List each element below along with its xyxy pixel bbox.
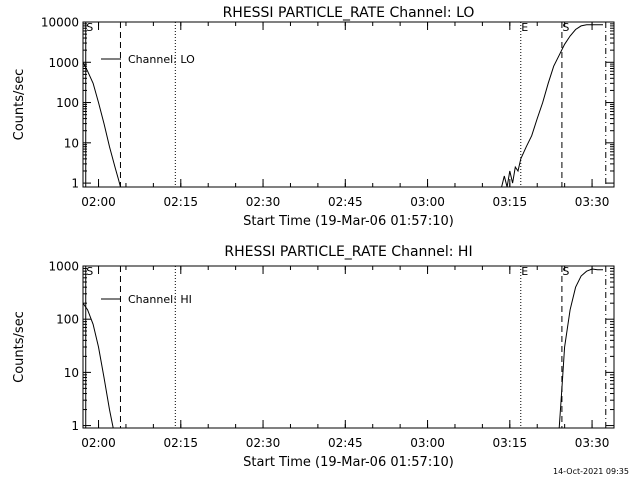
series-line: [82, 62, 121, 188]
y-tick-label: 10: [64, 136, 79, 150]
x-axis-label: Start Time (19-Mar-06 01:57:10): [243, 214, 454, 229]
legend-label: Channel: LO: [128, 53, 195, 66]
chart-panel-hi: RHESSI PARTICLE_RATE Channel: HI 02:00 02:…: [12, 244, 615, 470]
x-tick-label: 02:00: [81, 436, 116, 450]
y-axis-label: Counts/sec: [12, 69, 27, 141]
series-line: [82, 302, 114, 429]
event-marker-label: S: [86, 265, 93, 278]
x-tick-label: 02:45: [328, 436, 363, 450]
event-marker-label: S: [86, 21, 93, 34]
x-axis-label: Start Time (19-Mar-06 01:57:10): [243, 455, 454, 470]
chart-title: RHESSI PARTICLE_RATE Channel: HI: [224, 244, 472, 260]
event-marker-label: S: [562, 265, 569, 278]
x-tick-label: 03:00: [410, 195, 445, 209]
plot-frame: [82, 21, 615, 188]
y-tick-label: 10000: [41, 16, 79, 30]
event-marker-label: E: [521, 21, 528, 34]
x-tick-label: 03:15: [493, 195, 528, 209]
y-tick-label: 1: [71, 419, 79, 433]
event-marker-label: E: [521, 265, 528, 278]
chart-title: RHESSI PARTICLE_RATE Channel: LO: [223, 5, 475, 21]
x-tick-label: 02:30: [246, 195, 281, 209]
y-tick-label: 1000: [48, 260, 79, 274]
series-line: [558, 268, 603, 429]
x-tick-label: 02:00: [81, 195, 116, 209]
plot-frame: [82, 265, 615, 429]
y-tick-label: 100: [56, 96, 79, 110]
footer-timestamp: 14-Oct-2021 09:35: [553, 467, 629, 476]
x-tick-label: 02:15: [163, 195, 198, 209]
legend-label: Channel: HI: [128, 293, 192, 306]
x-tick-label: 03:30: [575, 436, 610, 450]
x-tick-label: 03:15: [493, 436, 528, 450]
x-tick-label: 02:45: [328, 195, 363, 209]
y-tick-label: 1: [71, 177, 79, 191]
event-marker-label: S: [562, 21, 569, 34]
y-tick-label: 100: [56, 313, 79, 327]
y-tick-label: 1000: [48, 56, 79, 70]
x-tick-label: 03:30: [575, 195, 610, 209]
x-tick-label: 03:00: [410, 436, 445, 450]
x-tick-label: 02:30: [246, 436, 281, 450]
y-tick-label: 10: [64, 366, 79, 380]
series-line: [501, 24, 603, 188]
x-tick-label: 02:15: [163, 436, 198, 450]
chart-panel-lo: RHESSI PARTICLE_RATE Channel: LO 02:00 02:…: [12, 5, 615, 229]
y-axis-label: Counts/sec: [12, 311, 27, 383]
